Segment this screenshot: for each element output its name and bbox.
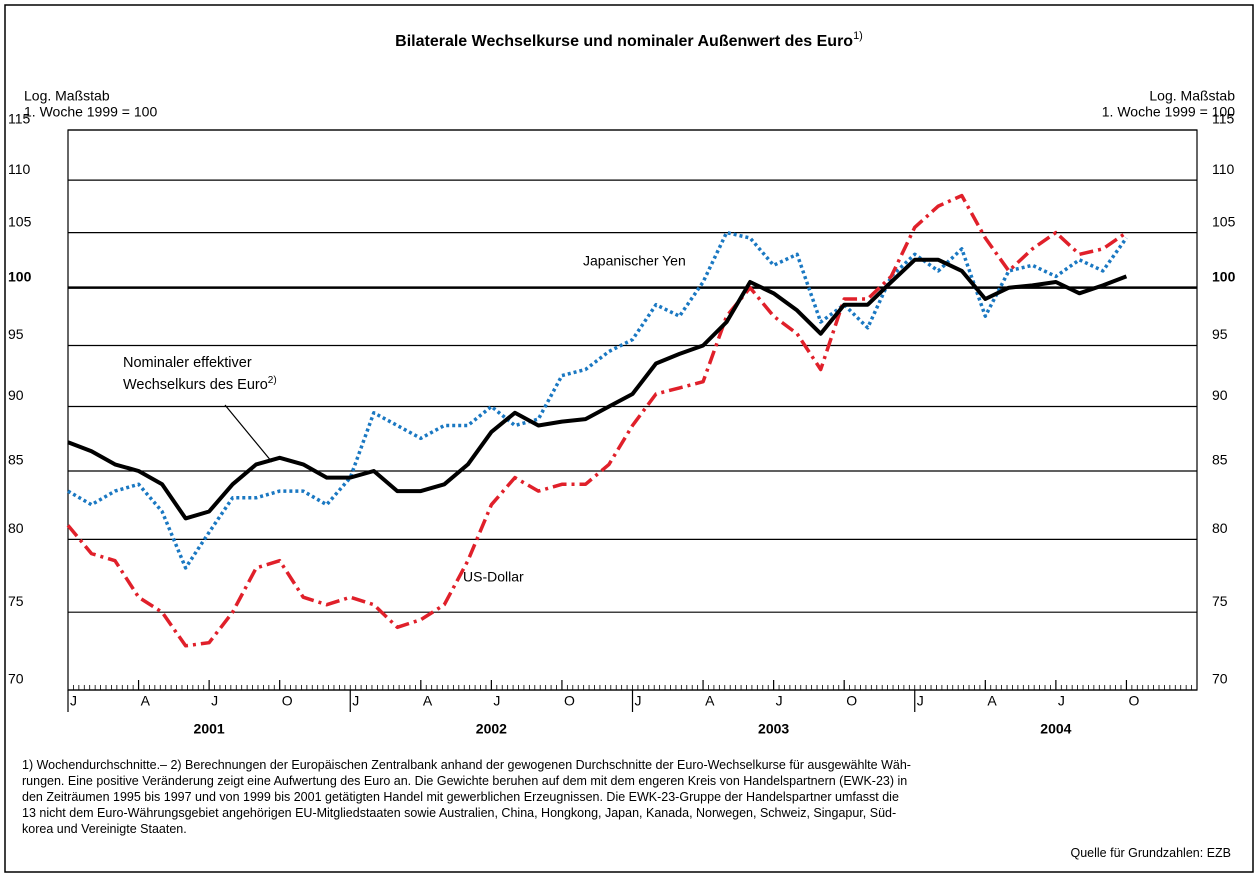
- chart-title: Bilaterale Wechselkurse und nominaler Au…: [395, 30, 863, 50]
- y2-tick-label: 75: [1212, 593, 1228, 609]
- year-label: 2002: [476, 721, 507, 737]
- x-tick-label: A: [987, 693, 997, 709]
- title-text: Bilaterale Wechselkurse und nominaler Au…: [395, 33, 853, 50]
- series-line: [66, 193, 1128, 648]
- year-label: 2001: [194, 721, 225, 737]
- x-tick-label: J: [352, 693, 359, 709]
- x-tick-label: O: [282, 693, 293, 709]
- y-tick-label: 70: [8, 671, 24, 687]
- y2-tick-label: 115: [1212, 111, 1235, 127]
- x-tick-label: J: [917, 693, 924, 709]
- x-tick-label: A: [141, 693, 151, 709]
- y2-tick-label: 85: [1212, 452, 1228, 468]
- y-tick-label: 105: [8, 213, 32, 229]
- footnote-line: rungen. Eine positive Veränderung zeigt …: [22, 774, 908, 788]
- footnote-line: 1) Wochendurchschnitte.– 2) Berechnungen…: [22, 758, 911, 772]
- y2-tick-label: 90: [1212, 387, 1228, 403]
- y-tick-label: 110: [8, 161, 31, 177]
- y-tick-label: 100: [8, 268, 32, 284]
- annotation: Nominaler effektiver Wechselkurs des Eur…: [123, 354, 318, 394]
- x-tick-label: J: [70, 693, 77, 709]
- y2-axis-label: 1. Woche 1999 = 100: [1102, 104, 1235, 120]
- y2-tick-label: 95: [1212, 326, 1228, 342]
- annotation-note: 2): [267, 375, 277, 386]
- y2-tick-label: 100: [1212, 268, 1236, 284]
- y-axis-label: Log. Maßstab: [24, 88, 110, 104]
- x-tick-label: O: [564, 693, 575, 709]
- footnote: 1) Wochendurchschnitte.– 2) Berechnungen…: [22, 757, 911, 837]
- annotation: Japanischer Yen: [583, 253, 686, 269]
- x-tick-label: O: [846, 693, 857, 709]
- footnote-line: korea und Vereinigte Staaten.: [22, 822, 187, 836]
- x-tick-label: O: [1128, 693, 1139, 709]
- y2-tick-label: 80: [1212, 520, 1228, 536]
- annotation: US-Dollar: [463, 569, 524, 585]
- x-tick-label: A: [423, 693, 433, 709]
- x-tick-label: J: [1058, 693, 1065, 709]
- title-note: 1): [853, 30, 863, 42]
- x-tick-label: J: [776, 693, 783, 709]
- y-tick-label: 85: [8, 452, 24, 468]
- x-tick-label: J: [493, 693, 500, 709]
- series-line: [67, 257, 1128, 521]
- source: Quelle für Grundzahlen: EZB: [1070, 846, 1232, 860]
- leader-line: [224, 404, 273, 463]
- y2-tick-label: 105: [1212, 213, 1236, 229]
- y-tick-label: 80: [8, 520, 24, 536]
- footnote-line: den Zeiträumen 1995 bis 1997 und von 199…: [22, 790, 899, 804]
- x-tick-label: J: [211, 693, 218, 709]
- annotation-text: Nominaler effektiver Wechselkurs des Eur…: [123, 355, 268, 393]
- year-label: 2003: [758, 721, 789, 737]
- y-tick-label: 75: [8, 593, 24, 609]
- frame: [4, 4, 1254, 873]
- y2-axis-label: Log. Maßstab: [1149, 88, 1235, 104]
- y-axis-label: 1. Woche 1999 = 100: [24, 104, 157, 120]
- footnote-line: 13 nicht dem Euro-Währungsgebiet angehör…: [22, 806, 897, 820]
- y2-tick-label: 110: [1212, 161, 1235, 177]
- x-tick-label: A: [705, 693, 715, 709]
- y-tick-label: 90: [8, 387, 24, 403]
- y-tick-label: 95: [8, 326, 24, 342]
- x-tick-label: J: [635, 693, 642, 709]
- y-tick-label: 115: [8, 111, 31, 127]
- y2-tick-label: 70: [1212, 671, 1228, 687]
- series-line: [67, 230, 1128, 570]
- year-label: 2004: [1040, 721, 1071, 737]
